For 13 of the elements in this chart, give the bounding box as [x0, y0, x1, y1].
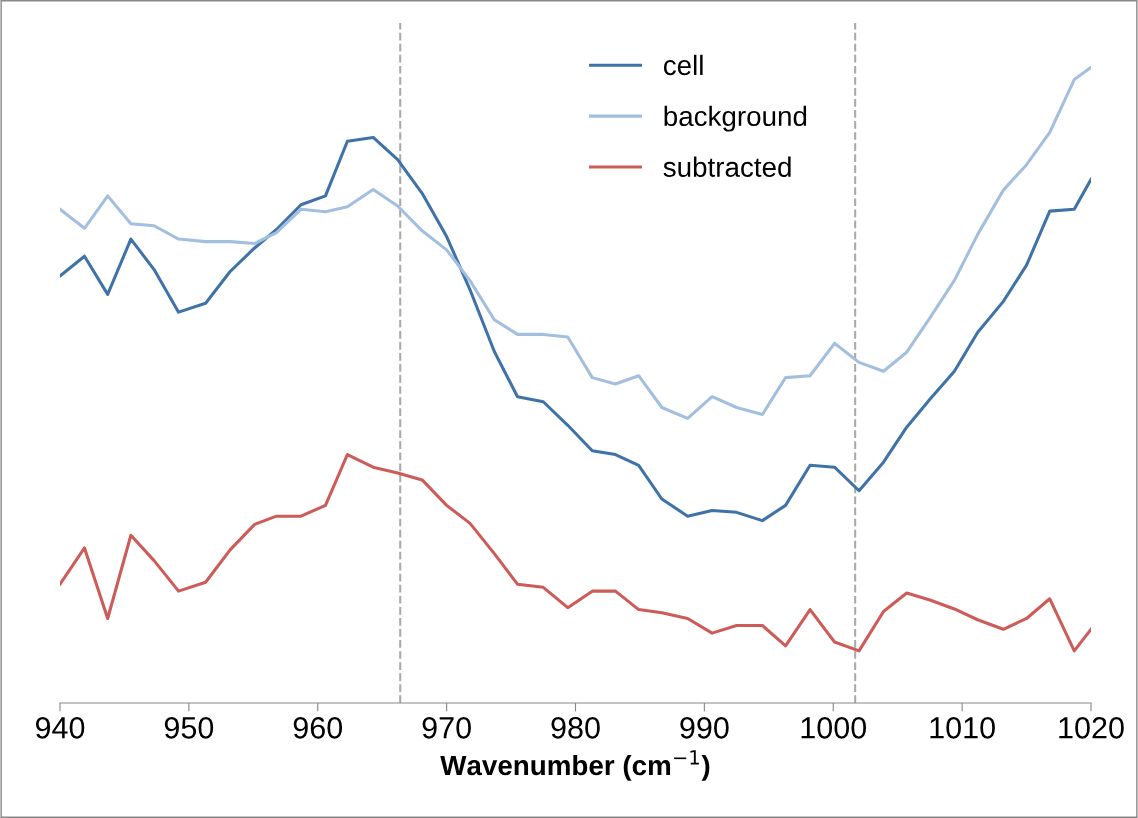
x-axis-title: Wavenumber (cm$^{−1}$)	[440, 750, 710, 781]
legend-label: subtracted	[663, 156, 791, 177]
x-tick-label: 960	[293, 717, 343, 739]
x-tick-label: 940	[35, 717, 85, 739]
x-tick-label: 1000	[801, 717, 867, 739]
x-tick-label: 980	[551, 717, 600, 739]
legend-label: cell	[663, 54, 703, 76]
x-tick-label: 990	[680, 717, 729, 739]
x-tick-label: 950	[164, 717, 214, 739]
x-tick-label: 1020	[1059, 717, 1124, 739]
x-tick-label: 970	[422, 717, 471, 739]
x-tick-label: 1010	[930, 717, 995, 739]
legend-label: background	[664, 105, 807, 132]
